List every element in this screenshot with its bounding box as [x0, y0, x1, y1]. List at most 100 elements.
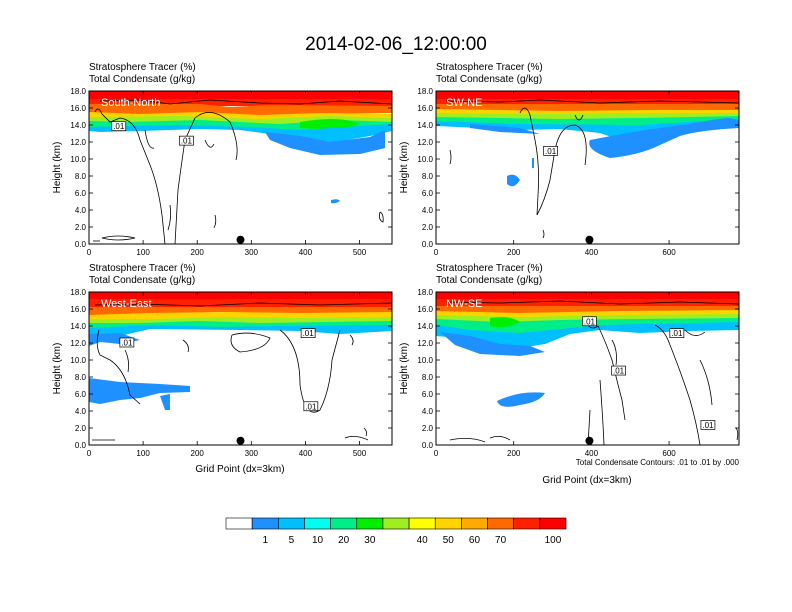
y-tick-label: 4.0	[422, 206, 434, 215]
svg-text:.01: .01	[305, 402, 317, 411]
contour-label: .01	[611, 365, 626, 376]
svg-text:.01: .01	[702, 421, 714, 430]
x-tick-label: 200	[507, 449, 521, 458]
y-tick-label: 14.0	[417, 322, 433, 331]
legend-swatch	[251, 517, 279, 530]
legend-swatch	[356, 517, 384, 530]
plot-frame	[435, 90, 740, 245]
y-tick-label: 4.0	[75, 206, 87, 215]
location-marker	[236, 235, 245, 244]
panel-header-condensate: Total Condensate (g/kg)	[89, 275, 195, 286]
y-tick-label: 0.0	[75, 240, 87, 249]
y-tick-label: 8.0	[75, 172, 87, 181]
x-tick-label: 200	[191, 449, 205, 458]
svg-text:.01: .01	[545, 147, 557, 156]
panel-header-condensate: Total Condensate (g/kg)	[436, 275, 542, 286]
x-tick-label: 200	[507, 248, 521, 257]
legend-label: 50	[443, 535, 455, 546]
y-tick-label: 16.0	[417, 305, 433, 314]
legend-swatch	[225, 517, 253, 530]
plot-area	[89, 91, 392, 244]
location-marker	[585, 436, 594, 445]
y-tick-label: 10.0	[417, 155, 433, 164]
y-tick-label: 16.0	[417, 104, 433, 113]
color-legend: 1 5 10 20 30 40 50 60 70 100	[225, 517, 567, 546]
y-tick-label: 8.0	[75, 373, 87, 382]
panel-nw-se: Stratosphere Tracer (%) Total Condensate…	[399, 263, 740, 458]
x-tick-label: 300	[245, 248, 259, 257]
x-tick-label: 400	[299, 449, 313, 458]
y-axis-label: Height (km)	[399, 142, 410, 194]
x-tick-label: 400	[299, 248, 313, 257]
y-tick-label: 0.0	[75, 441, 87, 450]
contour-label: .01	[303, 401, 319, 411]
y-tick-label: 8.0	[422, 172, 434, 181]
y-tick-label: 2.0	[75, 424, 87, 433]
x-tick-label: 300	[245, 449, 259, 458]
contour-note: Total Condensate Contours: .01 to .01 by…	[576, 458, 740, 467]
legend-swatch	[461, 517, 488, 530]
panel-west-east: Stratosphere Tracer (%) Total Condensate…	[52, 263, 393, 475]
y-tick-label: 6.0	[422, 390, 434, 399]
x-tick-label: 500	[353, 449, 367, 458]
panel-label: South-North	[101, 97, 160, 109]
x-tick-label: 600	[662, 449, 676, 458]
y-tick-label: 14.0	[417, 121, 433, 130]
x-tick-label: 500	[353, 248, 367, 257]
legend-swatch	[513, 517, 541, 530]
legend-swatch	[330, 517, 358, 530]
x-tick-label: 600	[662, 248, 676, 257]
location-marker	[236, 436, 245, 445]
y-tick-label: 18.0	[70, 288, 86, 297]
legend-label: 10	[312, 535, 324, 546]
panel-header-tracer: Stratosphere Tracer (%)	[89, 263, 196, 274]
y-tick-label: 0.0	[422, 240, 434, 249]
contour-label: .01	[669, 328, 685, 338]
x-tick-label: 0	[87, 449, 92, 458]
contour-label: .01	[582, 316, 597, 326]
panel-header-tracer: Stratosphere Tracer (%)	[436, 62, 543, 73]
y-tick-label: 14.0	[70, 121, 86, 130]
legend-label: 5	[289, 535, 295, 546]
plot-area	[89, 292, 392, 441]
legend-swatch	[278, 517, 305, 530]
svg-text:.01: .01	[584, 317, 596, 326]
y-tick-label: 12.0	[70, 339, 86, 348]
x-tick-label: 400	[585, 248, 599, 257]
plot-frame	[435, 291, 740, 446]
x-axis-label: Grid Point (dx=3km)	[542, 475, 631, 486]
y-tick-label: 12.0	[417, 339, 433, 348]
y-tick-label: 12.0	[70, 138, 86, 147]
y-tick-label: 2.0	[422, 223, 434, 232]
panel-header-condensate: Total Condensate (g/kg)	[436, 74, 542, 85]
x-tick-label: 100	[136, 248, 150, 257]
svg-text:.01: .01	[613, 367, 625, 376]
x-tick-label: 0	[434, 449, 439, 458]
y-tick-label: 18.0	[70, 87, 86, 96]
contour-label: .01	[700, 420, 716, 430]
legend-swatch	[487, 517, 514, 530]
x-tick-label: 100	[136, 449, 150, 458]
svg-text:.01: .01	[121, 339, 133, 348]
legend-swatch	[382, 517, 410, 530]
plot-area	[436, 292, 739, 445]
y-tick-label: 6.0	[75, 390, 87, 399]
y-tick-label: 18.0	[417, 288, 433, 297]
y-tick-label: 16.0	[70, 104, 86, 113]
y-axis-label: Height (km)	[399, 343, 410, 395]
panel-label: SW-NE	[446, 97, 482, 109]
y-tick-label: 18.0	[417, 87, 433, 96]
legend-label: 20	[338, 535, 350, 546]
panel-sw-ne: Stratosphere Tracer (%) Total Condensate…	[399, 62, 740, 257]
legend-label: 70	[495, 535, 507, 546]
legend-swatch	[539, 517, 567, 530]
y-tick-label: 16.0	[70, 305, 86, 314]
svg-text:.01: .01	[303, 329, 315, 338]
legend-label: 60	[469, 535, 481, 546]
figure-title: 2014-02-06_12:00:00	[305, 34, 487, 55]
y-tick-label: 2.0	[75, 223, 87, 232]
contour-label: .01	[300, 328, 316, 338]
contour-label: .01	[179, 135, 194, 146]
y-tick-label: 10.0	[417, 356, 433, 365]
